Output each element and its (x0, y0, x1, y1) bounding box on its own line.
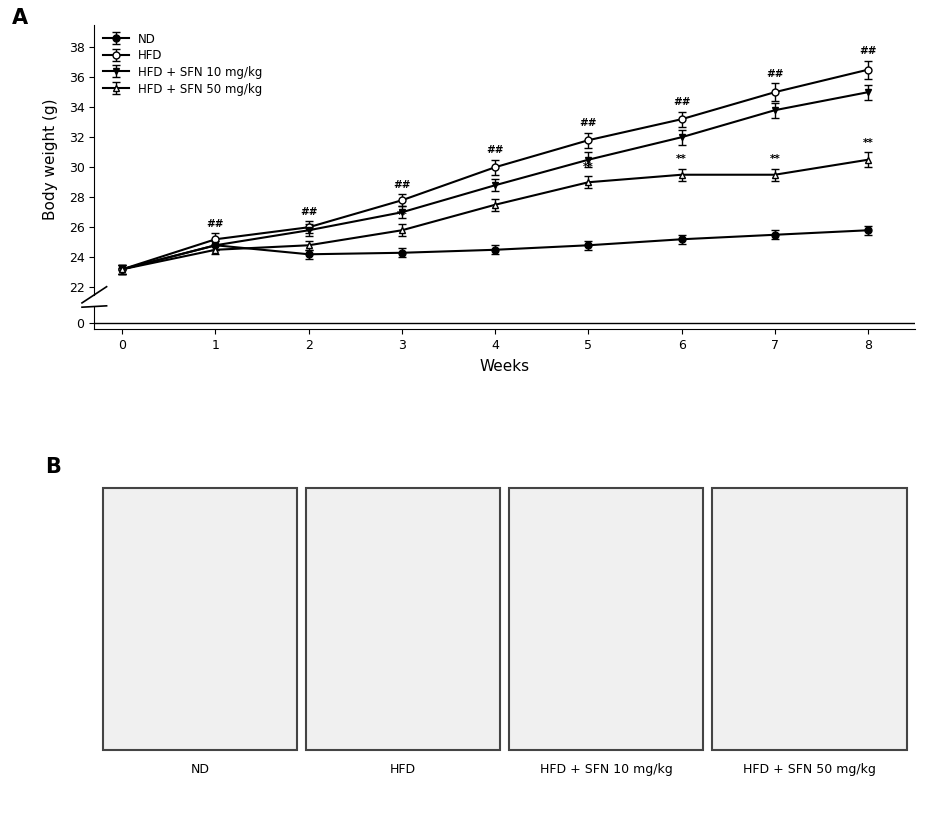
FancyBboxPatch shape (712, 488, 906, 750)
Text: **: ** (769, 154, 780, 164)
Text: HFD + SFN 50 mg/kg: HFD + SFN 50 mg/kg (743, 763, 875, 776)
Legend: ND, HFD, HFD + SFN 10 mg/kg, HFD + SFN 50 mg/kg: ND, HFD, HFD + SFN 10 mg/kg, HFD + SFN 5… (100, 30, 265, 98)
Text: ##: ## (859, 46, 877, 56)
Text: **: ** (863, 138, 873, 148)
Text: ##: ## (580, 118, 597, 128)
Text: ND: ND (190, 763, 209, 776)
Text: ##: ## (300, 207, 318, 217)
Text: ##: ## (673, 97, 690, 108)
X-axis label: Weeks: Weeks (479, 359, 530, 374)
FancyBboxPatch shape (103, 488, 297, 750)
Text: ##: ## (766, 69, 784, 79)
FancyBboxPatch shape (508, 488, 703, 750)
Text: **: ** (583, 162, 594, 172)
Y-axis label: Body weight (g): Body weight (g) (42, 99, 58, 221)
FancyBboxPatch shape (306, 488, 501, 750)
Text: HFD: HFD (389, 763, 416, 776)
Text: **: ** (676, 154, 687, 164)
Text: A: A (12, 8, 28, 29)
Text: ##: ## (487, 145, 504, 155)
Text: B: B (45, 456, 61, 476)
Text: HFD + SFN 10 mg/kg: HFD + SFN 10 mg/kg (539, 763, 672, 776)
Text: ##: ## (207, 218, 224, 229)
Text: ##: ## (393, 180, 411, 190)
Text: **: ** (397, 209, 407, 220)
